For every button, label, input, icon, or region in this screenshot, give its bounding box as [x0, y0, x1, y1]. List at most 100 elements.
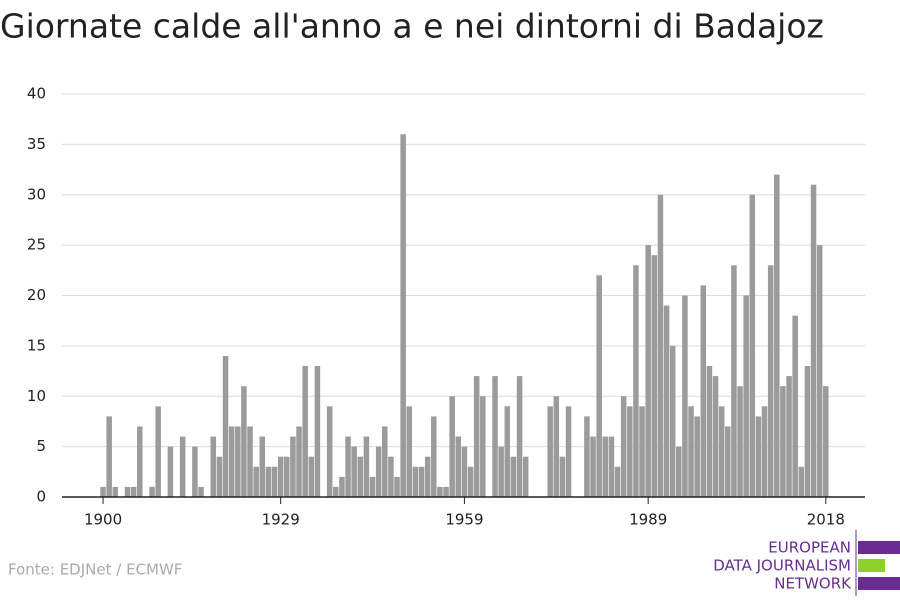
- bar: [816, 245, 823, 497]
- y-tick-label: 30: [27, 185, 46, 203]
- logo-text: NETWORK: [774, 575, 852, 593]
- bar: [725, 426, 731, 497]
- bar: [516, 376, 523, 497]
- bar: [633, 265, 639, 497]
- bar: [388, 456, 394, 497]
- bar: [774, 174, 780, 497]
- bar: [504, 406, 511, 497]
- bar: [804, 366, 811, 497]
- bar: [137, 426, 143, 497]
- bar: [235, 426, 241, 497]
- x-tick-label: 1959: [445, 511, 483, 529]
- bar: [590, 436, 596, 497]
- bar: [424, 456, 431, 497]
- bar: [222, 355, 229, 497]
- bar: [259, 436, 266, 497]
- bar: [614, 466, 621, 497]
- bar: [124, 486, 131, 497]
- bar: [627, 406, 633, 497]
- bar: [792, 315, 798, 497]
- bar: [216, 456, 223, 497]
- y-tick-label: 0: [36, 488, 46, 506]
- bar: [369, 476, 376, 497]
- bar: [682, 295, 688, 497]
- logo-bar: [858, 541, 900, 554]
- bar: [284, 456, 290, 497]
- bar: [271, 466, 278, 497]
- bar: [461, 446, 468, 497]
- bar: [314, 366, 321, 497]
- bar: [394, 476, 400, 497]
- bar: [657, 194, 664, 497]
- bar: [743, 295, 749, 497]
- bar: [596, 275, 602, 497]
- bar: [737, 386, 743, 497]
- bar: [602, 436, 609, 497]
- bar: [308, 456, 315, 497]
- bar: [669, 345, 676, 497]
- bar: [412, 466, 419, 497]
- logo-text: DATA JOURNALISM: [713, 557, 851, 575]
- bar: [112, 486, 119, 497]
- bar: [584, 416, 590, 497]
- bar: [798, 466, 805, 497]
- bar: [480, 396, 486, 497]
- bar: [265, 466, 272, 497]
- bar: [351, 446, 357, 497]
- bar: [767, 265, 774, 497]
- bar: [786, 376, 792, 497]
- logo-text: EUROPEAN: [768, 539, 851, 557]
- x-tick-label: 2018: [807, 511, 845, 529]
- source: Fonte: EDJNet / ECMWF: [8, 561, 182, 579]
- x-tick-label: 1900: [84, 511, 122, 529]
- bar: [357, 456, 364, 497]
- bar: [363, 436, 370, 497]
- bar: [731, 265, 737, 497]
- bar: [192, 446, 198, 497]
- bar: [639, 406, 645, 497]
- bar: [449, 396, 455, 497]
- bar: [688, 406, 694, 497]
- logo-bar: [858, 559, 885, 572]
- bar: [755, 416, 762, 497]
- bar: [130, 486, 137, 497]
- bar: [296, 426, 302, 497]
- bar: [553, 396, 560, 497]
- bar: [253, 466, 259, 497]
- bar: [455, 436, 462, 497]
- bar: [228, 426, 235, 497]
- bar: [443, 486, 449, 497]
- bar: [620, 396, 627, 497]
- bar: [823, 386, 829, 497]
- bar: [247, 426, 253, 497]
- bar: [706, 366, 713, 497]
- bar: [290, 436, 296, 497]
- bar: [375, 446, 382, 497]
- bar: [400, 134, 406, 498]
- bar: [700, 285, 707, 497]
- bar: [302, 366, 308, 497]
- y-tick-label: 10: [27, 387, 46, 405]
- bar: [749, 194, 756, 497]
- x-tick-label: 1989: [629, 511, 667, 529]
- y-tick-label: 20: [27, 286, 46, 304]
- bar: [431, 416, 437, 497]
- logo-bar: [858, 577, 900, 590]
- y-tick-label: 25: [27, 236, 46, 254]
- bar: [333, 486, 339, 497]
- bar: [510, 456, 517, 497]
- y-tick-label: 35: [27, 135, 46, 153]
- bar: [277, 456, 284, 497]
- bar: [106, 416, 112, 497]
- bar: [339, 476, 345, 497]
- bar: [547, 406, 553, 497]
- bar: [149, 486, 155, 497]
- chart-title: Giornate calde all'anno a e nei dintorni…: [0, 7, 824, 46]
- bar: [694, 416, 700, 497]
- y-tick-label: 40: [27, 85, 46, 103]
- bar: [761, 406, 768, 497]
- bar: [382, 426, 388, 497]
- bar: [810, 184, 817, 498]
- bar: [198, 486, 204, 497]
